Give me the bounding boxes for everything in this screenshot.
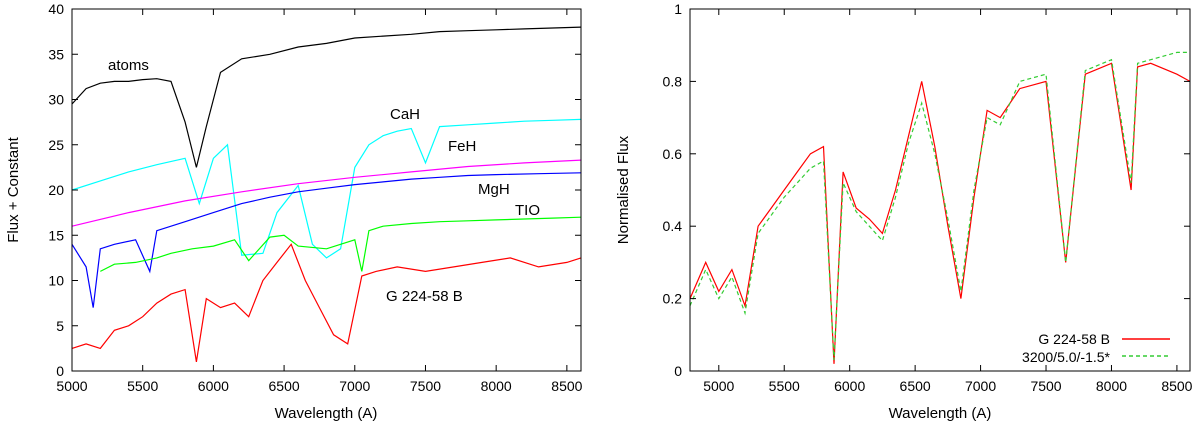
- y-tick-label: 0.8: [663, 73, 683, 89]
- right-legend: G 224-58 B 3200/5.0/-1.5*: [1022, 331, 1170, 365]
- right-plot-frame: [689, 8, 1191, 372]
- x-tick-label: 7500: [410, 378, 441, 394]
- annotation-tio: TIO: [515, 202, 540, 219]
- legend-label-model: 3200/5.0/-1.5*: [1022, 349, 1111, 365]
- annotation-feh: FeH: [448, 138, 476, 155]
- left-x-axis-title: Wavelength (A): [275, 405, 378, 422]
- x-tick-label: 5500: [769, 378, 800, 394]
- x-tick-label: 7000: [965, 378, 996, 394]
- right-panel: 5000 5500 6000 6500 7000 7500 8000 8500 0 0.2 0.4 0…: [615, 1, 1193, 422]
- right-series-group: [689, 51, 1191, 364]
- right-ticks-group: 5000 5500 6000 6500 7000 7500 8000 8500 0 0.2 0.4 0…: [663, 1, 1193, 394]
- series-line-cah: [71, 118, 582, 259]
- legend-label-g224-58b: G 224-58 B: [1038, 331, 1110, 347]
- series-line-g-224-58-b: [689, 62, 1191, 364]
- series-line-feh: [71, 159, 582, 227]
- annotation-g224-58b: G 224-58 B: [386, 288, 463, 305]
- x-tick-label: 5500: [127, 378, 158, 394]
- y-tick-label: 25: [48, 137, 64, 153]
- right-y-axis-title: Normalised Flux: [615, 135, 632, 244]
- y-tick-label: 20: [48, 182, 64, 198]
- x-tick-label: 5000: [56, 378, 87, 394]
- series-line-g-224-58-b: [71, 243, 582, 362]
- left-ticks-group: 5000 5500 6000 6500 7000 7500 8000 8500 0 5 10 15 20…: [48, 1, 582, 394]
- right-x-axis-title: Wavelength (A): [889, 405, 992, 422]
- left-series-group: [71, 26, 582, 362]
- series-line-mgh: [71, 172, 582, 308]
- y-tick-label: 15: [48, 227, 64, 243]
- series-line-tio: [100, 216, 582, 272]
- x-tick-label: 6000: [834, 378, 865, 394]
- y-tick-label: 0: [674, 363, 682, 379]
- y-tick-label: 40: [48, 1, 64, 17]
- left-panel: 5000 5500 6000 6500 7000 7500 8000 8500 0 5 10 15 20…: [5, 1, 583, 422]
- annotation-cah: CaH: [390, 106, 420, 123]
- y-tick-label: 1: [674, 1, 682, 17]
- y-tick-label: 35: [48, 46, 64, 62]
- left-y-axis-title: Flux + Constant: [5, 136, 22, 242]
- y-tick-label: 0.2: [663, 291, 683, 307]
- x-tick-label: 8000: [481, 378, 512, 394]
- right-plot-area: [690, 9, 1190, 371]
- x-tick-label: 7000: [339, 378, 370, 394]
- y-tick-label: 0.4: [663, 218, 683, 234]
- y-tick-label: 0.6: [663, 146, 683, 162]
- y-tick-label: 30: [48, 92, 64, 108]
- y-tick-label: 5: [56, 318, 64, 334]
- x-tick-label: 8500: [1161, 378, 1192, 394]
- y-tick-label: 0: [56, 363, 64, 379]
- x-tick-label: 7500: [1030, 378, 1061, 394]
- y-tick-label: 10: [48, 273, 64, 289]
- annotation-mgh: MgH: [478, 181, 510, 198]
- x-tick-label: 6000: [198, 378, 229, 394]
- x-tick-label: 8000: [1096, 378, 1127, 394]
- x-tick-label: 8500: [551, 378, 582, 394]
- x-tick-label: 6500: [900, 378, 931, 394]
- x-tick-label: 6500: [269, 378, 300, 394]
- series-line-atoms: [71, 26, 582, 168]
- x-tick-label: 5000: [703, 378, 734, 394]
- series-line-3200-5-0-1-5: [689, 51, 1190, 361]
- left-plot-area: [72, 9, 581, 371]
- annotation-atoms: atoms: [108, 57, 149, 74]
